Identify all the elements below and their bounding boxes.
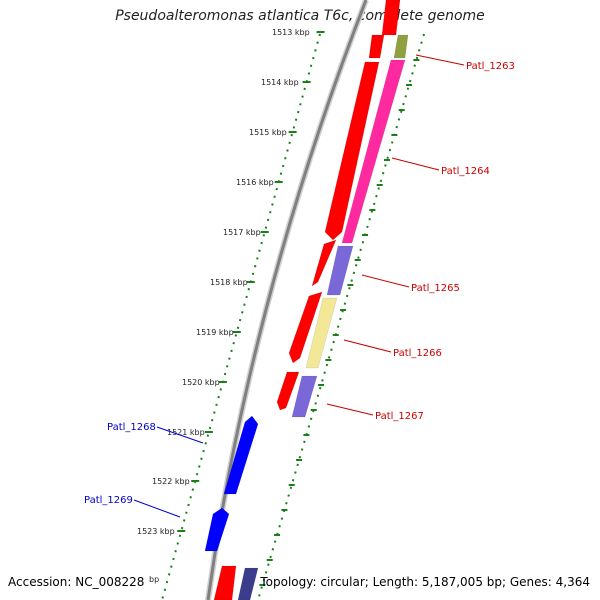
tick-label: 1515 kbp: [249, 128, 287, 137]
gene-block: [291, 375, 318, 418]
reverse-gene-block: [204, 507, 230, 552]
gene-block: [381, 0, 401, 36]
gene-label: Patl_1269: [84, 495, 133, 506]
gene-block: [237, 567, 259, 600]
tick-label: 1518 kbp: [210, 278, 248, 287]
gene-leader-line: [156, 426, 204, 444]
gene-leader-line: [343, 339, 392, 353]
gene-leader-line: [361, 274, 410, 288]
tick-label: 1520 kbp: [182, 378, 220, 387]
tick-label: 1517 kbp: [223, 228, 261, 237]
gene-label: Patl_1267: [375, 411, 424, 422]
cds-block: [311, 239, 337, 287]
gene-label: Patl_1268: [107, 422, 156, 433]
accession-text: Accession: NC_008228: [8, 575, 145, 589]
outer-ruler-line: [257, 33, 425, 600]
gene-leader-line: [133, 499, 181, 518]
inner-ruler-line: [161, 33, 321, 600]
topology-text: Topology: circular; Length: 5,187,005 bp…: [260, 575, 590, 589]
gene-block: [341, 59, 406, 244]
gene-leader-line: [415, 54, 465, 66]
gene-label: Patl_1263: [466, 61, 515, 72]
tick-label: 1519 kbp: [196, 328, 234, 337]
cds-block: [368, 34, 385, 59]
reverse-gene-block: [223, 415, 259, 495]
gene-label: Patl_1265: [411, 283, 460, 294]
cds-block: [288, 291, 323, 364]
cds-block: [213, 565, 237, 600]
tick-label: 1521 kbp: [167, 428, 205, 437]
gene-label: Patl_1266: [393, 348, 442, 359]
cds-block: [324, 61, 380, 241]
gene-label: Patl_1264: [441, 166, 490, 177]
gene-block: [326, 245, 354, 296]
gene-block: [393, 34, 409, 59]
tick-label: bp: [149, 575, 159, 584]
cds-block: [276, 371, 300, 411]
tick-label: 1523 kbp: [137, 527, 175, 536]
gene-leader-line: [326, 403, 374, 416]
gene-leader-line: [391, 157, 440, 171]
tick-label: 1522 kbp: [152, 477, 190, 486]
tick-label: 1516 kbp: [236, 178, 274, 187]
gene-block: [305, 297, 338, 369]
tick-label: 1513 kbp: [272, 28, 310, 37]
tick-label: 1514 kbp: [261, 78, 299, 87]
